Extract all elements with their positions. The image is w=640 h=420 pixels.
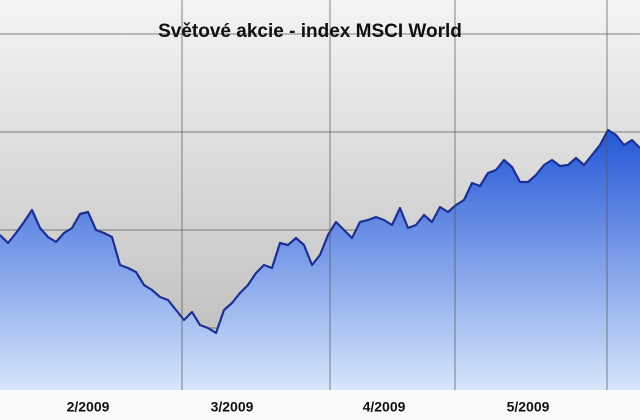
- x-tick-label: 2/2009: [67, 399, 110, 415]
- area: [0, 130, 640, 390]
- vertical-grid: [181, 0, 608, 390]
- x-axis-band: [0, 390, 640, 420]
- chart-title: Světové akcie - index MSCI World: [158, 21, 462, 42]
- x-tick-label: 5/2009: [507, 399, 550, 415]
- marks: [0, 128, 640, 390]
- x-tick-label: 3/2009: [211, 399, 254, 415]
- x-tick-label: 4/2009: [363, 399, 406, 415]
- line: [0, 128, 640, 335]
